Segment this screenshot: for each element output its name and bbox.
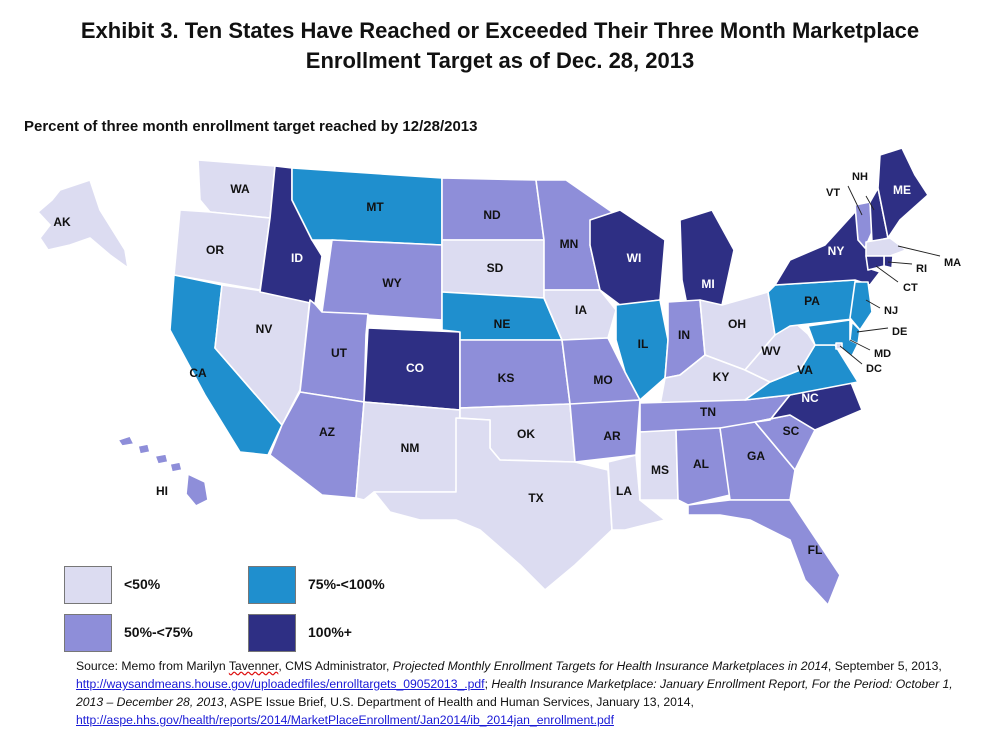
source-text-5: , September 5, 2013, — [827, 659, 942, 673]
label-id: ID — [291, 251, 303, 265]
legend-label-100: 100%+ — [308, 624, 352, 640]
source-text-8: Health Insurance Marketplace: January En… — [76, 677, 953, 709]
label-ms: MS — [651, 463, 669, 477]
state-tx — [373, 417, 613, 591]
state-ak — [37, 179, 129, 269]
label-nm: NM — [401, 441, 420, 455]
label-ct: CT — [903, 282, 918, 294]
label-ky: KY — [713, 370, 730, 384]
label-ny: NY — [828, 244, 845, 258]
state-mi — [679, 209, 735, 311]
label-me: ME — [893, 183, 911, 197]
label-nc: NC — [801, 391, 819, 405]
label-az: AZ — [319, 425, 335, 439]
source-text-9: , ASPE Issue Brief, U.S. Department of H… — [223, 695, 694, 709]
legend-swatch-100 — [248, 614, 296, 652]
label-de: DE — [892, 326, 907, 338]
label-ut: UT — [331, 346, 348, 360]
state-ut — [299, 299, 369, 403]
source-text-4: Projected Monthly Enrollment Targets for… — [392, 659, 828, 673]
state-hi — [117, 435, 209, 507]
label-nd: ND — [483, 208, 501, 222]
state-fl — [687, 499, 841, 606]
label-co: CO — [406, 361, 424, 375]
state-nj — [849, 281, 873, 331]
legend-swatch-lt50 — [64, 566, 112, 604]
label-mo: MO — [593, 373, 612, 387]
label-ar: AR — [603, 429, 621, 443]
label-la: LA — [616, 484, 632, 498]
label-mi: MI — [701, 277, 714, 291]
label-mt: MT — [366, 200, 384, 214]
label-dc: DC — [866, 363, 882, 375]
label-tx: TX — [528, 491, 543, 505]
state-md — [807, 319, 859, 357]
source-text-7: ; — [484, 677, 492, 691]
chart-subtitle: Percent of three month enrollment target… — [24, 118, 478, 135]
label-ri: RI — [916, 263, 927, 275]
label-ma: MA — [944, 257, 961, 269]
label-md: MD — [874, 348, 891, 360]
label-hi: HI — [156, 484, 168, 498]
chart-title: Exhibit 3. Ten States Have Reached or Ex… — [0, 16, 1000, 76]
label-or: OR — [206, 243, 224, 257]
source-text-2: Tavenner — [228, 659, 279, 673]
state-la — [607, 454, 666, 531]
state-il — [615, 299, 669, 401]
label-ga: GA — [747, 449, 765, 463]
state-ga — [719, 421, 796, 501]
label-sc: SC — [783, 424, 800, 438]
label-wa: WA — [230, 182, 250, 196]
label-ia: IA — [575, 303, 587, 317]
label-tn: TN — [700, 405, 716, 419]
state-dc — [835, 342, 843, 350]
label-in: IN — [678, 328, 690, 342]
label-il: IL — [638, 337, 649, 351]
label-oh: OH — [728, 317, 746, 331]
title-line-1: Exhibit 3. Ten States Have Reached or Ex… — [80, 18, 920, 43]
label-wy: WY — [382, 276, 401, 290]
label-wi: WI — [627, 251, 642, 265]
label-va: VA — [797, 363, 813, 377]
label-sd: SD — [487, 261, 504, 275]
label-mn: MN — [560, 237, 579, 251]
state-me — [877, 147, 929, 239]
label-pa: PA — [804, 294, 820, 308]
label-ca: CA — [189, 366, 207, 380]
state-ma — [865, 237, 907, 257]
label-wv: WV — [761, 344, 780, 358]
legend-swatch-50-75 — [64, 614, 112, 652]
legend-label-75-100: 75%-<100% — [308, 576, 385, 592]
source-note: Source: Memo from Marilyn Tavenner, CMS … — [76, 657, 981, 729]
state-vt — [854, 201, 873, 249]
legend-label-lt50: <50% — [124, 576, 161, 592]
source-link-1[interactable]: http://waysandmeans.house.gov/uploadedfi… — [76, 677, 485, 691]
source-text-3: , CMS Administrator, — [278, 659, 393, 673]
label-vt: VT — [826, 187, 840, 199]
label-fl: FL — [808, 543, 823, 557]
source-link-2[interactable]: http://aspe.hhs.gov/health/reports/2014/… — [76, 713, 614, 727]
legend-label-50-75: 50%-<75% — [124, 624, 193, 640]
label-al: AL — [693, 457, 709, 471]
state-ct — [865, 255, 885, 271]
label-ok: OK — [517, 427, 535, 441]
label-ks: KS — [498, 371, 515, 385]
label-nh: NH — [852, 171, 868, 183]
label-nv: NV — [256, 322, 273, 336]
source-text-1: Source: Memo from Marilyn — [76, 659, 229, 673]
state-ks — [459, 339, 571, 409]
label-nj: NJ — [884, 305, 898, 317]
state-al — [675, 427, 731, 506]
title-line-2: Enrollment Target as of Dec. 28, 2013 — [305, 48, 695, 73]
legend-swatch-75-100 — [248, 566, 296, 604]
label-ak: AK — [53, 215, 71, 229]
label-ne: NE — [494, 317, 511, 331]
